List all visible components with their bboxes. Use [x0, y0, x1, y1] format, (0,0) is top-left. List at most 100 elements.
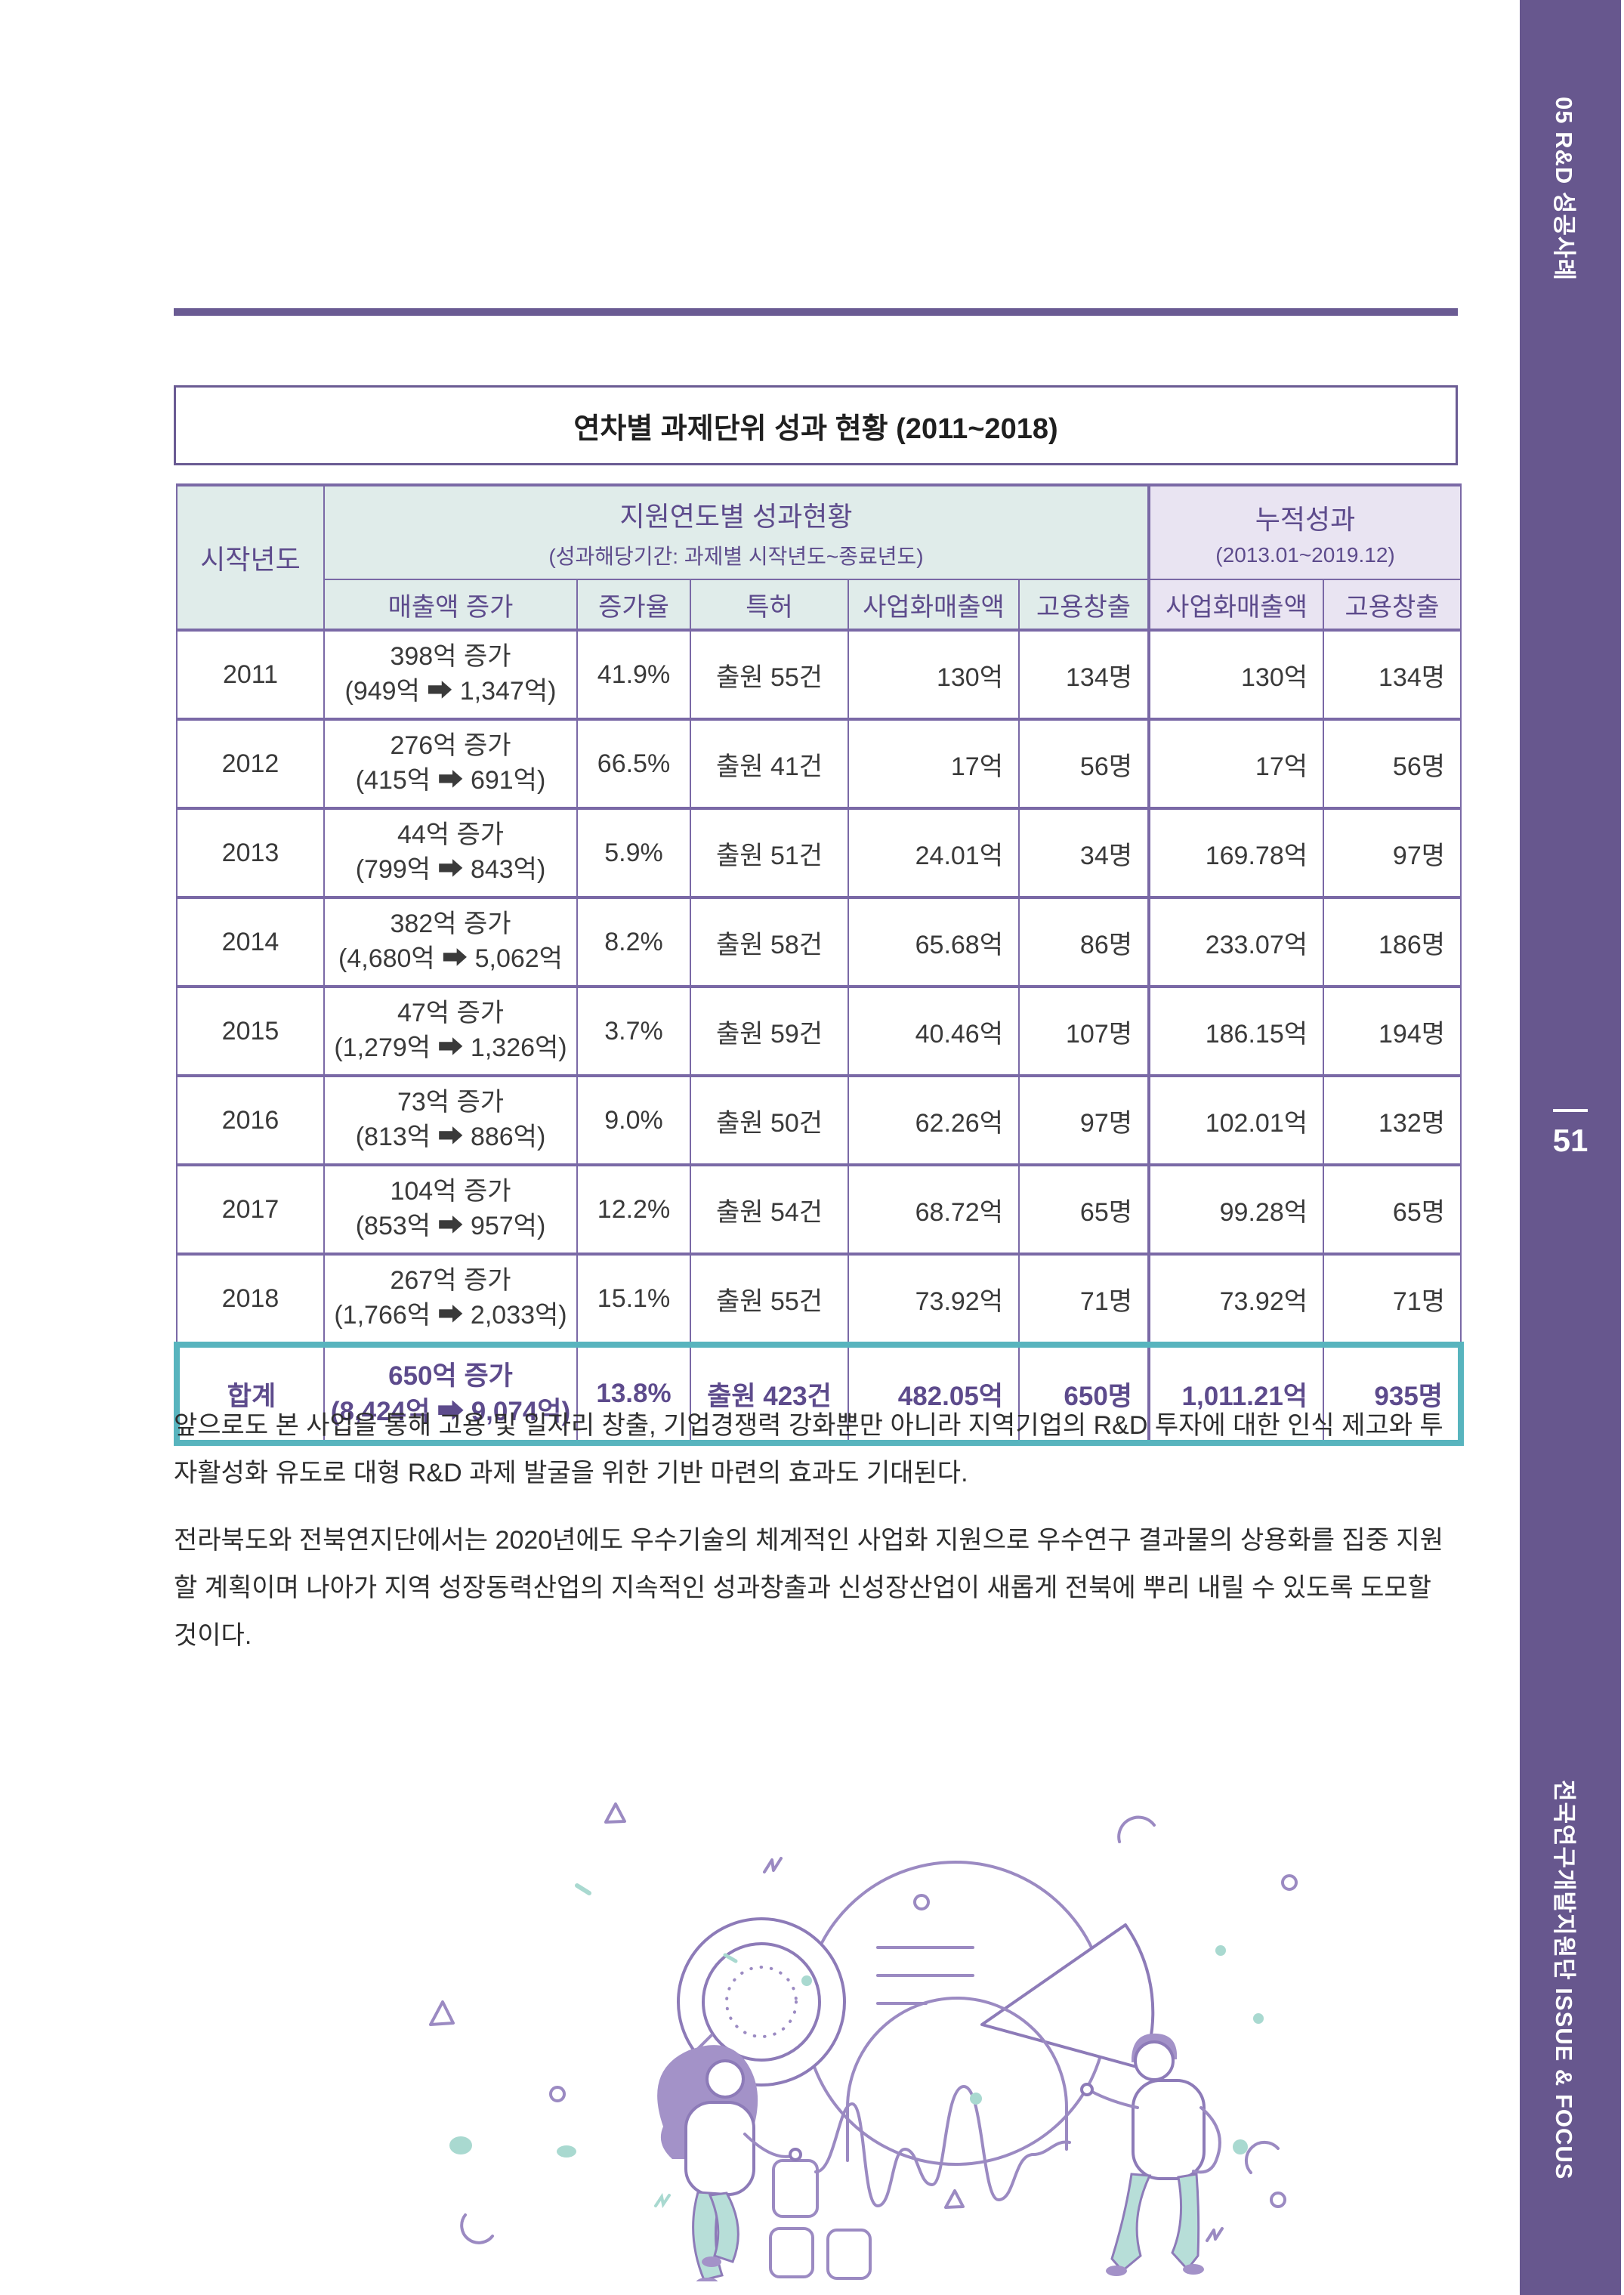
cell-cum-jobs: 132명 — [1323, 1074, 1462, 1166]
cell-jobs: 65명 — [1017, 1163, 1150, 1255]
cell-cum-comm-sales: 73.92억 — [1147, 1253, 1325, 1345]
sales-change-line: 398억 증가 — [390, 642, 511, 672]
cell-sales-change: 73억 증가 (813억 ➡ 886억) — [323, 1074, 578, 1166]
cell-growth-rate: 9.0% — [576, 1074, 691, 1166]
cell-growth-rate: 13.8% — [576, 1342, 691, 1446]
cell-cum-jobs: 65명 — [1323, 1163, 1462, 1255]
cell-jobs: 650명 — [1017, 1342, 1150, 1446]
cell-cum-jobs: 186명 — [1323, 896, 1462, 987]
cell-jobs: 34명 — [1017, 807, 1150, 898]
sales-change-line: 276억 증가 — [390, 731, 511, 761]
cell-growth-rate: 15.1% — [576, 1253, 691, 1345]
page-number-rule — [1553, 1109, 1588, 1112]
confetti-decorations — [429, 1802, 1298, 2244]
cell-cum-comm-sales: 1,011.21억 — [1147, 1342, 1325, 1446]
th-yearly-group-sub: (성과해당기간: 과제별 시작년도~종료년도) — [548, 545, 924, 568]
cell-year: 2016 — [176, 1074, 325, 1166]
cell-cum-jobs: 97명 — [1323, 807, 1462, 898]
cell-jobs: 71명 — [1017, 1253, 1150, 1345]
table-row-2018: 2018 267억 증가 (1,766억 ➡ 2,033억) 15.1% 출원 5… — [176, 1253, 1462, 1345]
page-number-marker: 51 — [1520, 1109, 1621, 1159]
th-jobs: 고용창출 — [1017, 579, 1150, 631]
sales-range-line: (1,766억 ➡ 2,033억) — [334, 1301, 567, 1330]
cell-sales-change: 276억 증가 (415억 ➡ 691억) — [323, 718, 578, 809]
table-row-2014: 2014 382억 증가 (4,680억 ➡ 5,062억 8.2% 출원 58건… — [176, 896, 1462, 987]
cell-sales-change: 267억 증가 (1,766억 ➡ 2,033억) — [323, 1253, 578, 1345]
paragraph-1: 앞으로도 본 사업을 통해 고용 및 일자리 창출, 기업경쟁력 강화뿐만 아니… — [174, 1411, 1443, 1487]
cell-patent: 출원 50건 — [690, 1074, 849, 1166]
cell-patent: 출원 41건 — [690, 718, 849, 809]
table-row-total: 합계 650억 증가 (8,424억 ➡ 9,074억) 13.8% 출원 423… — [174, 1342, 1465, 1446]
blocks-icon — [769, 2159, 872, 2280]
cell-patent: 출원 423건 — [690, 1342, 849, 1446]
cell-cum-comm-sales: 233.07억 — [1147, 896, 1325, 987]
cell-total-label: 합계 — [174, 1342, 325, 1446]
th-growth-rate: 증가율 — [576, 579, 691, 631]
table-row-2015: 2015 47억 증가 (1,279억 ➡ 1,326억) 3.7% 출원 59건… — [176, 985, 1462, 1076]
cell-comm-sales: 68.72억 — [848, 1163, 1020, 1255]
cell-jobs: 134명 — [1017, 629, 1150, 720]
cell-cum-comm-sales: 169.78억 — [1147, 807, 1325, 898]
th-yearly-group: 지원연도별 성과현황 (성과해당기간: 과제별 시작년도~종료년도) — [323, 483, 1150, 580]
cell-comm-sales: 17억 — [848, 718, 1020, 809]
cell-growth-rate: 66.5% — [576, 718, 691, 809]
sales-range-line: (853억 ➡ 957억) — [355, 1212, 546, 1240]
cell-cum-comm-sales: 17억 — [1147, 718, 1325, 809]
cell-growth-rate: 41.9% — [576, 629, 691, 720]
cell-jobs: 86명 — [1017, 896, 1150, 987]
sales-range-line: (1,279억 ➡ 1,326억) — [334, 1033, 567, 1062]
person-right — [1080, 2033, 1221, 2276]
cell-cum-comm-sales: 186.15억 — [1147, 985, 1325, 1076]
cell-comm-sales: 130억 — [848, 629, 1020, 720]
th-cum-comm-sales: 사업화매출액 — [1147, 579, 1325, 631]
sales-change-line: 267억 증가 — [390, 1266, 511, 1296]
illustration — [429, 1802, 1298, 2281]
cell-sales-change: 47억 증가 (1,279억 ➡ 1,326억) — [323, 985, 578, 1076]
cell-comm-sales: 62.26억 — [848, 1074, 1020, 1166]
table-row-2016: 2016 73억 증가 (813억 ➡ 886억) 9.0% 출원 50건 62.… — [176, 1074, 1462, 1166]
cell-comm-sales: 73.92억 — [848, 1253, 1020, 1345]
cell-jobs: 56명 — [1017, 718, 1150, 809]
sales-change-line: 650억 증가 — [388, 1361, 513, 1391]
cell-growth-rate: 12.2% — [576, 1163, 691, 1255]
table-row-2011: 2011 398억 증가 (949억 ➡ 1,347억) 41.9% 출원 55건… — [176, 629, 1462, 720]
performance-table-wrap: 시작년도 지원연도별 성과현황 (성과해당기간: 과제별 시작년도~종료년도) … — [174, 483, 1465, 1446]
cell-patent: 출원 54건 — [690, 1163, 849, 1255]
pie-chart-icon — [803, 1861, 1155, 2207]
sales-range-line: (949억 ➡ 1,347억) — [344, 677, 557, 706]
cell-patent: 출원 59건 — [690, 985, 849, 1076]
person-left — [657, 2045, 802, 2281]
cell-patent: 출원 58건 — [690, 896, 849, 987]
sales-change-line: 104억 증가 — [390, 1177, 511, 1206]
cell-sales-change: 104억 증가 (853억 ➡ 957억) — [323, 1163, 578, 1255]
page-number: 51 — [1552, 1123, 1588, 1158]
body-text: 앞으로도 본 사업을 통해 고용 및 일자리 창출, 기업경쟁력 강화뿐만 아니… — [174, 1402, 1458, 1679]
cell-jobs: 97명 — [1017, 1074, 1150, 1166]
cell-patent: 출원 55건 — [690, 1253, 849, 1345]
table-title-box: 연차별 과제단위 성과 현황 (2011~2018) — [174, 385, 1458, 465]
cell-cum-jobs: 194명 — [1323, 985, 1462, 1076]
cell-year: 2018 — [176, 1253, 325, 1345]
cell-cum-comm-sales: 130억 — [1147, 629, 1325, 720]
th-sales-change: 매출액 증가 — [323, 579, 578, 631]
cell-sales-change: 382억 증가 (4,680억 ➡ 5,062억 — [323, 896, 578, 987]
cell-year: 2017 — [176, 1163, 325, 1255]
cell-growth-rate: 5.9% — [576, 807, 691, 898]
sales-range-line: (799억 ➡ 843억) — [355, 855, 546, 884]
sales-range-line: (8,424억 ➡ 9,074억) — [330, 1397, 571, 1426]
cell-cum-jobs: 935명 — [1323, 1342, 1465, 1446]
sales-change-line: 73억 증가 — [397, 1088, 505, 1117]
cell-sales-change: 44억 증가 (799억 ➡ 843억) — [323, 807, 578, 898]
cell-comm-sales: 40.46억 — [848, 985, 1020, 1076]
cell-cum-comm-sales: 99.28억 — [1147, 1163, 1325, 1255]
table-row-2013: 2013 44억 증가 (799억 ➡ 843억) 5.9% 출원 51건 24.… — [176, 807, 1462, 898]
cell-year: 2011 — [176, 629, 325, 720]
sidebar-band — [1520, 0, 1621, 2295]
th-cumulative-group-title: 누적성과 — [1255, 504, 1356, 535]
th-cumulative-group: 누적성과 (2013.01~2019.12) — [1147, 483, 1462, 580]
cell-year: 2014 — [176, 896, 325, 987]
th-comm-sales: 사업화매출액 — [848, 579, 1020, 631]
cell-cum-jobs: 71명 — [1323, 1253, 1462, 1345]
sales-range-line: (415억 ➡ 691억) — [355, 766, 546, 795]
